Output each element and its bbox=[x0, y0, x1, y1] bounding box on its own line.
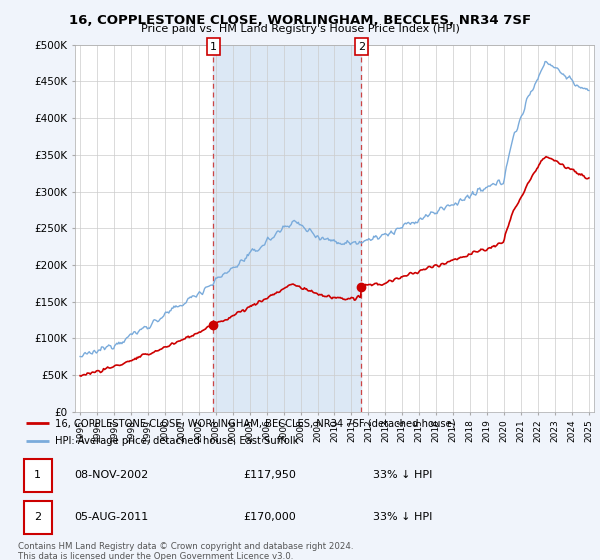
Text: 1: 1 bbox=[210, 41, 217, 52]
Bar bbox=[214, 45, 361, 412]
Text: HPI: Average price, detached house, East Suffolk: HPI: Average price, detached house, East… bbox=[55, 436, 298, 446]
Text: £170,000: £170,000 bbox=[244, 512, 296, 522]
FancyBboxPatch shape bbox=[23, 459, 52, 492]
Text: 1: 1 bbox=[34, 470, 41, 480]
Text: 05-AUG-2011: 05-AUG-2011 bbox=[74, 512, 149, 522]
Text: 2: 2 bbox=[34, 512, 41, 522]
Text: 08-NOV-2002: 08-NOV-2002 bbox=[74, 470, 149, 480]
Text: 16, COPPLESTONE CLOSE, WORLINGHAM, BECCLES, NR34 7SF: 16, COPPLESTONE CLOSE, WORLINGHAM, BECCL… bbox=[69, 14, 531, 27]
Text: Contains HM Land Registry data © Crown copyright and database right 2024.
This d: Contains HM Land Registry data © Crown c… bbox=[18, 542, 353, 560]
Text: Price paid vs. HM Land Registry's House Price Index (HPI): Price paid vs. HM Land Registry's House … bbox=[140, 24, 460, 34]
Text: 33% ↓ HPI: 33% ↓ HPI bbox=[373, 512, 433, 522]
Text: 2: 2 bbox=[358, 41, 365, 52]
Text: £117,950: £117,950 bbox=[244, 470, 296, 480]
FancyBboxPatch shape bbox=[23, 501, 52, 534]
Text: 16, COPPLESTONE CLOSE, WORLINGHAM, BECCLES, NR34 7SF (detached house): 16, COPPLESTONE CLOSE, WORLINGHAM, BECCL… bbox=[55, 418, 455, 428]
Text: 33% ↓ HPI: 33% ↓ HPI bbox=[373, 470, 433, 480]
